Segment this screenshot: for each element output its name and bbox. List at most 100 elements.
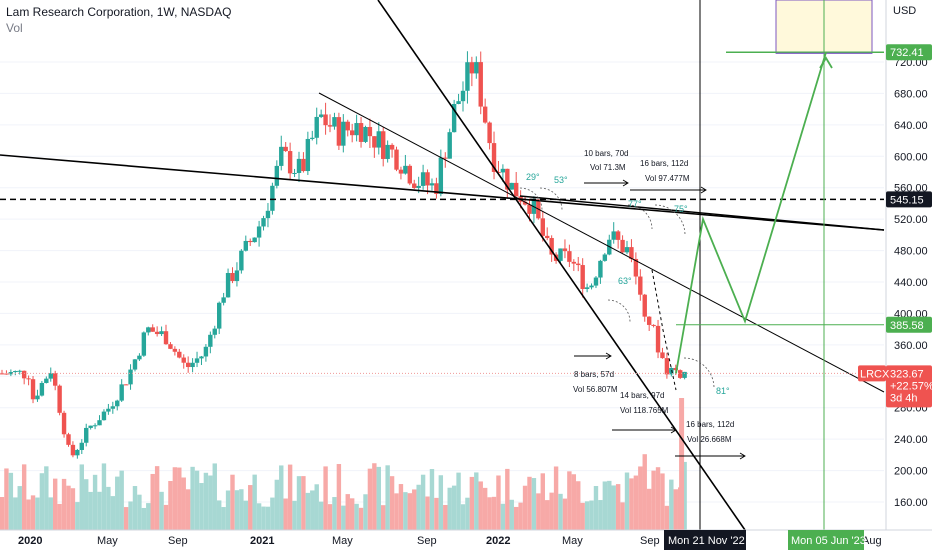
- volume-bar: [389, 476, 395, 530]
- volume-bar: [620, 502, 625, 530]
- candle-body: [429, 183, 435, 186]
- target-high-badge[interactable]: [886, 44, 932, 61]
- candle-body: [629, 247, 634, 259]
- candle-body: [381, 131, 386, 159]
- volume-bar: [372, 463, 377, 530]
- volume-bar: [283, 498, 288, 530]
- candle-body: [345, 121, 350, 131]
- volume-bar: [598, 500, 603, 530]
- symbol-title[interactable]: Lam Research Corporation, 1W, NASDAQ: [6, 5, 232, 19]
- candle-body: [651, 324, 656, 326]
- candle-body: [465, 62, 470, 91]
- candle-body: [181, 357, 186, 363]
- volume-bar: [451, 485, 457, 530]
- angle-arc: [539, 187, 563, 211]
- candle-body: [642, 294, 647, 317]
- measure-label: Vol 97.477M: [645, 174, 690, 183]
- trendline-short[interactable]: [519, 195, 885, 231]
- volume-bar: [403, 492, 408, 530]
- candle-body: [163, 331, 169, 345]
- projection-date-badge[interactable]: [788, 530, 864, 550]
- volume-bar: [576, 481, 581, 530]
- volume-bar: [252, 474, 257, 530]
- volume-bar: [248, 485, 253, 530]
- candle-body: [425, 172, 430, 186]
- x-tick-label: 2020: [18, 535, 42, 547]
- resistance-badge-text: 545.15: [890, 194, 924, 206]
- grid: [0, 61, 884, 503]
- volume-bar: [429, 469, 435, 530]
- candle-body: [292, 172, 297, 174]
- volume-bar: [584, 501, 590, 530]
- candle-body: [394, 149, 399, 170]
- candle-body: [115, 400, 120, 407]
- arrow-m4-head: [670, 426, 677, 434]
- volume-bar: [567, 471, 572, 530]
- candle-body: [185, 362, 191, 368]
- volume-bar: [443, 504, 448, 530]
- volume-bar: [30, 495, 36, 530]
- annotations: 10 bars, 70d Vol 71.3M 16 bars, 112d Vol 97…: [526, 149, 734, 444]
- volume-bar: [115, 476, 120, 530]
- volume-bar: [669, 479, 674, 530]
- candle-body: [265, 210, 271, 219]
- volume-bar: [354, 503, 359, 530]
- candle-body: [655, 325, 661, 353]
- trendline-long[interactable]: [0, 154, 885, 231]
- x-tick-label: Aug: [862, 535, 882, 547]
- last-price-badge[interactable]: [886, 365, 932, 408]
- candle-body: [513, 182, 519, 197]
- candle-body: [456, 101, 461, 105]
- volume-bars: [0, 398, 687, 530]
- volume-bar: [4, 468, 9, 530]
- y-tick-label: 440.00: [894, 277, 928, 289]
- volume-bar: [301, 476, 306, 530]
- volume-bar: [154, 466, 160, 530]
- volume-bar: [589, 500, 594, 530]
- candle-body: [35, 395, 40, 400]
- volume-bar: [61, 478, 67, 530]
- candle-body: [48, 373, 53, 379]
- arrow-m5-head: [739, 452, 746, 460]
- volume-legend[interactable]: Vol: [6, 21, 23, 35]
- volume-bar: [602, 481, 608, 530]
- current-date-badge[interactable]: [664, 530, 746, 550]
- candle-body: [256, 226, 262, 238]
- y-tick-label: 240.00: [894, 434, 928, 446]
- candle-body: [562, 248, 568, 252]
- volume-bar: [261, 506, 266, 530]
- ticker-badge[interactable]: [858, 365, 886, 382]
- volume-bar: [26, 499, 31, 530]
- candle-body: [75, 449, 80, 456]
- volume-bar: [469, 476, 475, 530]
- volume-bar: [629, 478, 634, 530]
- volume-bar: [496, 475, 501, 530]
- chart-header: Lam Research Corporation, 1W, NASDAQ Vol: [6, 4, 231, 36]
- volume-bar: [651, 470, 656, 530]
- candle-body: [199, 356, 204, 359]
- volume-bar: [305, 492, 311, 530]
- candle-body: [558, 248, 563, 261]
- volume-bar: [75, 502, 80, 530]
- candles: [0, 51, 687, 459]
- volume-bar: [655, 467, 661, 530]
- volume-bar: [243, 500, 248, 530]
- volume-bar: [367, 468, 373, 530]
- projection-path[interactable]: [675, 51, 827, 374]
- target-low-badge[interactable]: [886, 316, 932, 333]
- candle-body: [611, 231, 616, 240]
- candle-body: [491, 143, 497, 172]
- trendline-steep[interactable]: [377, 0, 746, 531]
- angle-label: 81°: [716, 386, 730, 396]
- candle-body: [79, 442, 84, 450]
- resistance-badge[interactable]: [886, 191, 932, 208]
- candle-body: [0, 373, 5, 375]
- volume-bar: [132, 486, 138, 530]
- trendline-channel[interactable]: [318, 92, 885, 393]
- candle-body: [132, 359, 138, 370]
- candle-body: [576, 263, 581, 266]
- volume-bar: [420, 474, 426, 530]
- volume-bar: [518, 502, 523, 530]
- candle-body: [571, 261, 577, 264]
